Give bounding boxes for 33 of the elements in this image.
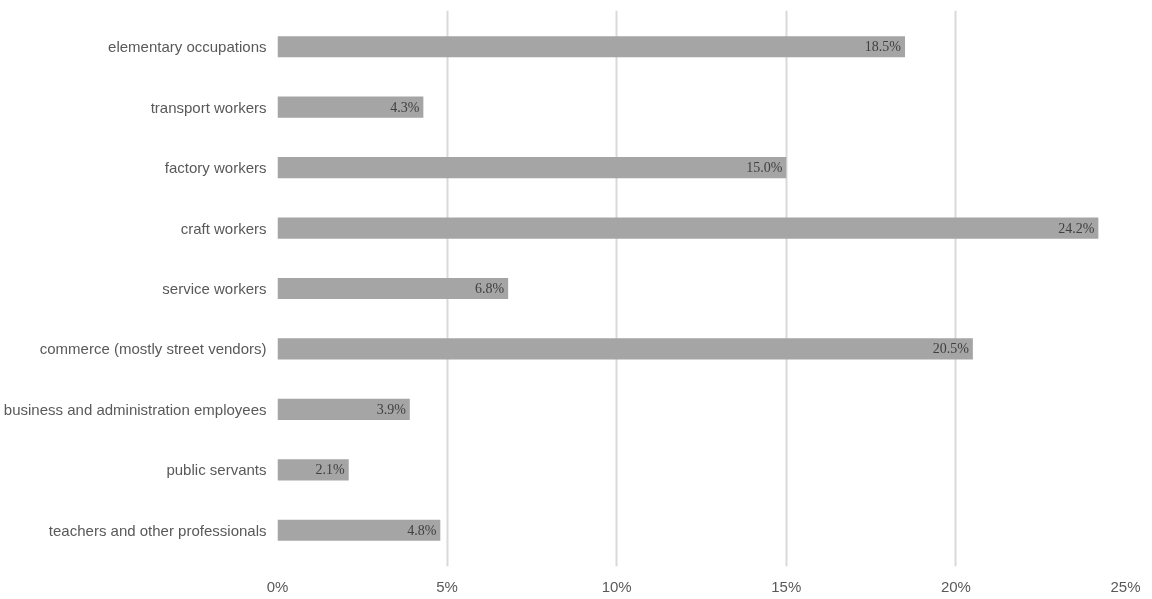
x-tick-label: 5% — [436, 577, 458, 595]
bar — [277, 277, 509, 300]
data-label: 4.3% — [390, 99, 420, 115]
data-label: 20.5% — [932, 341, 970, 357]
y-tick-label: transport workers — [150, 98, 267, 116]
y-tick-label: craft workers — [180, 219, 267, 237]
data-label: 24.2% — [1058, 220, 1095, 236]
bar — [277, 36, 906, 58]
y-tick-label: service workers — [162, 280, 267, 297]
y-tick-label: commerce (mostly street vendors) — [39, 340, 267, 358]
bar — [277, 398, 410, 420]
x-tick-label: 20% — [940, 577, 971, 595]
data-label: 4.8% — [407, 522, 437, 538]
y-tick-label: elementary occupations — [108, 38, 267, 56]
data-label: 3.9% — [376, 401, 407, 417]
y-tick-label: factory workers — [164, 159, 267, 177]
y-tick-label: teachers and other professionals — [48, 521, 267, 539]
data-label: 2.1% — [315, 462, 346, 478]
x-tick-label: 15% — [771, 577, 802, 595]
bar — [277, 96, 424, 118]
bar — [277, 217, 1099, 239]
bar — [277, 338, 973, 360]
x-tick-label: 25% — [1110, 577, 1141, 595]
data-label: 15.0% — [746, 160, 783, 176]
x-tick-label: 0% — [266, 577, 289, 595]
bar — [277, 459, 349, 481]
y-tick-label: public servants — [166, 461, 267, 479]
x-tick-label: 10% — [601, 577, 632, 595]
data-label: 6.8% — [474, 281, 505, 296]
y-tick-label: business and administration employees — [3, 400, 267, 418]
data-label: 18.5% — [864, 39, 902, 55]
bar — [277, 519, 441, 541]
bar — [277, 157, 787, 179]
